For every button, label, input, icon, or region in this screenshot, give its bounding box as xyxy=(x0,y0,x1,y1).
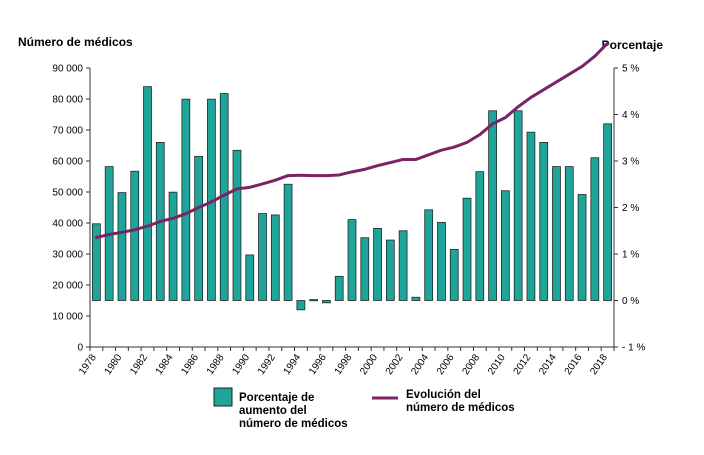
legend-bar-label-line1: Porcentaje de xyxy=(239,392,314,404)
bar xyxy=(577,194,587,301)
y-left-tick-label: 90 000 xyxy=(52,64,83,75)
bar xyxy=(411,296,421,301)
y-right-tick-label: 5 % xyxy=(622,64,639,75)
bar xyxy=(296,300,306,311)
bar xyxy=(564,166,574,301)
y-right-tick-label: 3 % xyxy=(622,157,639,168)
bar xyxy=(360,237,370,301)
x-tick-label: 1988 xyxy=(205,352,227,377)
bar xyxy=(603,123,612,301)
x-tick-label: 2016 xyxy=(563,352,585,377)
legend-bar-label-line3: número de médicos xyxy=(239,418,348,430)
bar xyxy=(283,183,293,301)
bar xyxy=(92,223,101,301)
y-right-tick-label: 0 % xyxy=(622,296,639,307)
legend: Porcentaje de aumento del número de médi… xyxy=(213,387,515,430)
x-tick-label: 1986 xyxy=(179,352,201,377)
y-left-ticks: 0 10 000 20 000 30 000 40 000 50 000 60 000 70 … xyxy=(52,64,90,354)
bar xyxy=(539,141,549,301)
bar xyxy=(258,213,267,301)
y-left-tick-label: 50 000 xyxy=(52,188,83,199)
x-tick-label: 2006 xyxy=(435,352,457,377)
x-tick-label: 2012 xyxy=(512,352,534,377)
bar xyxy=(181,98,191,301)
x-tick-label: 2000 xyxy=(358,352,380,377)
x-tick-label: 1996 xyxy=(307,352,329,377)
x-tick-label: 1978 xyxy=(77,352,99,377)
x-tick-label: 2010 xyxy=(486,352,508,377)
x-tick-label: 2008 xyxy=(460,352,482,377)
legend-line-label-line1: Evolución del xyxy=(406,389,481,401)
line-series-group xyxy=(94,41,610,240)
x-tick-label: 1994 xyxy=(282,352,304,377)
y-right-axis-title: Porcentaje xyxy=(602,38,664,52)
bar xyxy=(322,300,331,304)
x-tick-label: 1980 xyxy=(103,352,125,377)
y-left-axis-title: Número de médicos xyxy=(18,35,133,49)
bar xyxy=(385,239,395,301)
line-series-path xyxy=(94,41,610,240)
y-left-tick-label: 80 000 xyxy=(52,95,83,106)
bar xyxy=(117,192,127,301)
legend-line-label-line2: número de médicos xyxy=(406,402,515,414)
bar xyxy=(270,214,280,301)
y-left-tick-label: 40 000 xyxy=(52,219,83,230)
bar xyxy=(449,248,459,301)
bar xyxy=(194,155,203,301)
y-left-tick-label: 20 000 xyxy=(52,281,83,292)
bar xyxy=(526,131,536,301)
y-right-tick-label: 1 % xyxy=(622,250,639,261)
x-tick-label: 2014 xyxy=(537,352,559,377)
x-ticks: 1978 1980 1982 1984 1986 1988 1990 1992 1994 1996… xyxy=(77,347,615,377)
y-left-tick-label: 10 000 xyxy=(52,312,83,323)
bar xyxy=(232,149,242,301)
bar xyxy=(475,171,485,301)
bar xyxy=(347,219,357,301)
legend-bar-label-line2: aumento del xyxy=(239,405,307,417)
x-tick-label: 2002 xyxy=(384,352,406,377)
x-tick-label: 1990 xyxy=(230,352,252,377)
legend-bar-swatch xyxy=(213,387,233,407)
y-right-tick-label: 2 % xyxy=(622,203,639,214)
y-right-ticks: - 1 % 0 % 1 % 2 % 3 % 4 % 5 % xyxy=(614,64,645,354)
bar xyxy=(143,86,152,301)
bar xyxy=(373,228,382,301)
x-tick-label: 1992 xyxy=(256,352,278,377)
bar xyxy=(130,170,140,301)
x-tick-label: 2004 xyxy=(409,352,431,377)
y-left-tick-label: 70 000 xyxy=(52,126,83,137)
x-tick-label: 1998 xyxy=(333,352,355,377)
bar xyxy=(590,157,600,301)
bar xyxy=(437,221,446,301)
bar xyxy=(168,191,178,301)
y-left-tick-label: 0 xyxy=(77,343,83,354)
x-tick-label: 1984 xyxy=(154,352,176,377)
bar xyxy=(398,230,408,301)
bar-series xyxy=(92,86,612,311)
bar xyxy=(245,254,255,301)
y-right-tick-label: - 1 % xyxy=(622,343,645,354)
y-left-tick-label: 30 000 xyxy=(52,250,83,261)
bar xyxy=(488,110,497,301)
bar xyxy=(501,190,510,301)
x-tick-label: 1982 xyxy=(128,352,150,377)
y-right-tick-label: 4 % xyxy=(622,110,639,121)
x-tick-label: 2018 xyxy=(588,352,610,377)
y-left-tick-label: 60 000 xyxy=(52,157,83,168)
bar xyxy=(513,110,523,301)
bar xyxy=(552,166,561,301)
bar xyxy=(309,299,319,302)
bar xyxy=(334,275,344,301)
bar xyxy=(462,197,472,301)
bar xyxy=(424,209,434,301)
